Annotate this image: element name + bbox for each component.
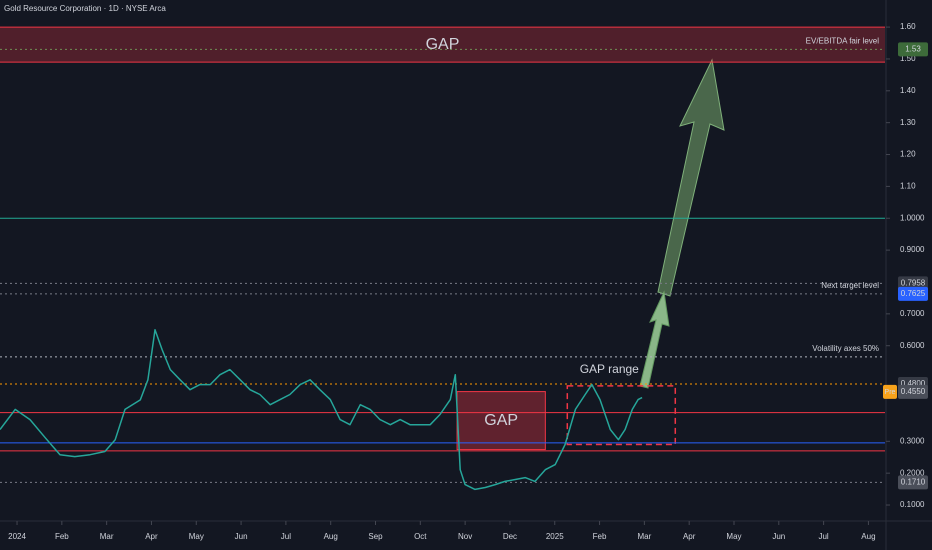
tag-badge <box>883 384 897 399</box>
y-tick-label: 1.40 <box>900 86 916 95</box>
price-badge-label: 1.53 <box>905 44 921 53</box>
price-badge <box>898 475 928 490</box>
y-tick-label: 1.50 <box>900 54 916 63</box>
y-tick-label: 0.3000 <box>900 436 925 445</box>
x-tick-label: Oct <box>414 532 427 541</box>
chart-title: Gold Resource Corporation · 1D · NYSE Ar… <box>4 4 166 13</box>
zone <box>0 27 885 63</box>
y-tick-label: 0.7000 <box>900 309 925 318</box>
price-badge <box>898 276 928 291</box>
y-tick-label: 1.10 <box>900 182 916 191</box>
tag-label: Pre <box>885 389 896 396</box>
x-tick-label: Mar <box>100 532 114 541</box>
x-tick-label: Mar <box>637 532 651 541</box>
level-note: Volatility axes 50% <box>812 344 879 353</box>
price-badge <box>898 384 928 399</box>
zone-label: GAP <box>426 36 460 53</box>
price-badge-label: 0.7625 <box>901 289 926 298</box>
x-tick-label: Apr <box>145 532 158 541</box>
x-tick-label: Jun <box>235 532 248 541</box>
y-tick-label: 1.0000 <box>900 213 925 222</box>
x-tick-label: 2025 <box>546 532 564 541</box>
x-tick-label: Aug <box>861 532 875 541</box>
price-badge-label: 0.4550 <box>901 387 926 396</box>
price-line <box>0 329 643 491</box>
y-tick-label: 1.30 <box>900 118 916 127</box>
x-tick-label: May <box>189 532 204 541</box>
price-badge-label: 0.1710 <box>901 478 926 487</box>
y-tick-label: 1.60 <box>900 22 916 31</box>
price-badge <box>898 286 928 301</box>
zone-label: GAP <box>484 412 518 429</box>
y-tick-label: 0.9000 <box>900 245 925 254</box>
level-note: Next target level <box>821 281 879 290</box>
price-badge-label: 0.4800 <box>901 379 926 388</box>
x-tick-label: May <box>726 532 741 541</box>
x-tick-label: Jul <box>281 532 291 541</box>
x-tick-label: Feb <box>593 532 607 541</box>
x-tick-label: Nov <box>458 532 472 541</box>
level-note: EV/EBITDA fair level <box>806 36 880 45</box>
big-arrow <box>657 58 725 297</box>
y-tick-label: 0.1000 <box>900 500 925 509</box>
zone <box>566 385 677 446</box>
y-tick-label: 0.6000 <box>900 341 925 350</box>
x-tick-label: Feb <box>55 532 69 541</box>
x-tick-label: Apr <box>683 532 696 541</box>
zone <box>456 391 546 451</box>
x-tick-label: Aug <box>324 532 338 541</box>
x-tick-label: 2024 <box>8 532 26 541</box>
x-tick-label: Sep <box>368 532 383 541</box>
price-badge-label: 0.7958 <box>901 278 926 287</box>
small-arrow <box>639 290 670 389</box>
x-tick-label: Dec <box>503 532 517 541</box>
zone-label: GAP range <box>580 362 639 376</box>
price-badge <box>898 42 928 57</box>
y-tick-label: 1.20 <box>900 150 916 159</box>
y-tick-label: 0.2000 <box>900 468 925 477</box>
x-tick-label: Jul <box>818 532 828 541</box>
x-tick-label: Jun <box>772 532 785 541</box>
